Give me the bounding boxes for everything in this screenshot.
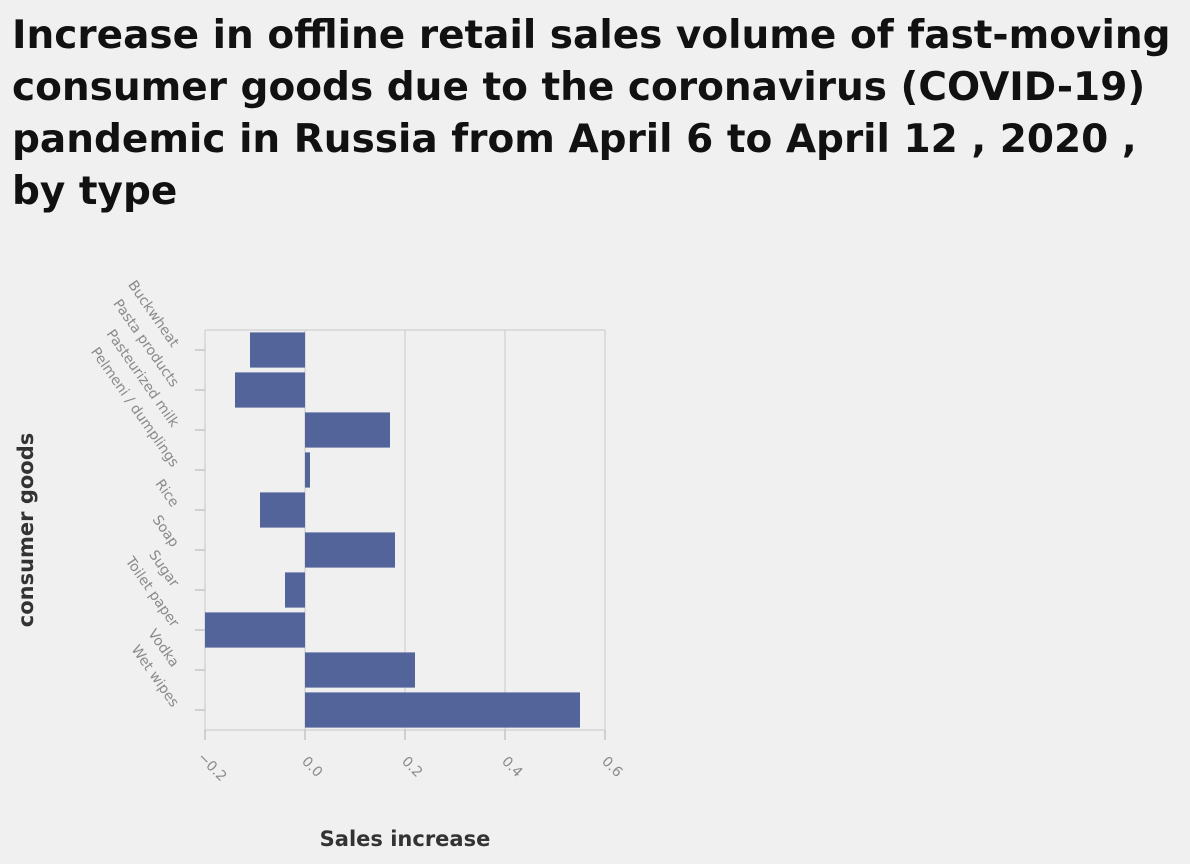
y-axis-title: consumer goods [14, 433, 38, 628]
chart-title: Increase in offline retail sales volume … [12, 13, 1171, 214]
bars [205, 332, 580, 728]
bar [305, 452, 310, 488]
bar [250, 332, 305, 368]
bar [305, 652, 415, 688]
x-axis-ticks: −0.2 0.0 0.2 0.4 0.6 [194, 730, 625, 785]
bar [260, 492, 305, 528]
x-tick-label: 0.0 [298, 754, 325, 781]
bar [205, 612, 305, 648]
x-tick-label: 0.4 [498, 754, 525, 781]
y-tick-label: Rice [152, 477, 182, 511]
x-tick-label: 0.6 [598, 754, 625, 781]
bar [305, 532, 395, 568]
bar [235, 372, 305, 408]
x-tick-label: 0.2 [398, 754, 425, 781]
y-tick-label: Soap [149, 513, 182, 551]
x-tick-label: −0.2 [194, 749, 229, 784]
bar [305, 412, 390, 448]
bar [285, 572, 305, 608]
bar [305, 692, 580, 728]
x-axis-title: Sales increase [320, 827, 491, 851]
